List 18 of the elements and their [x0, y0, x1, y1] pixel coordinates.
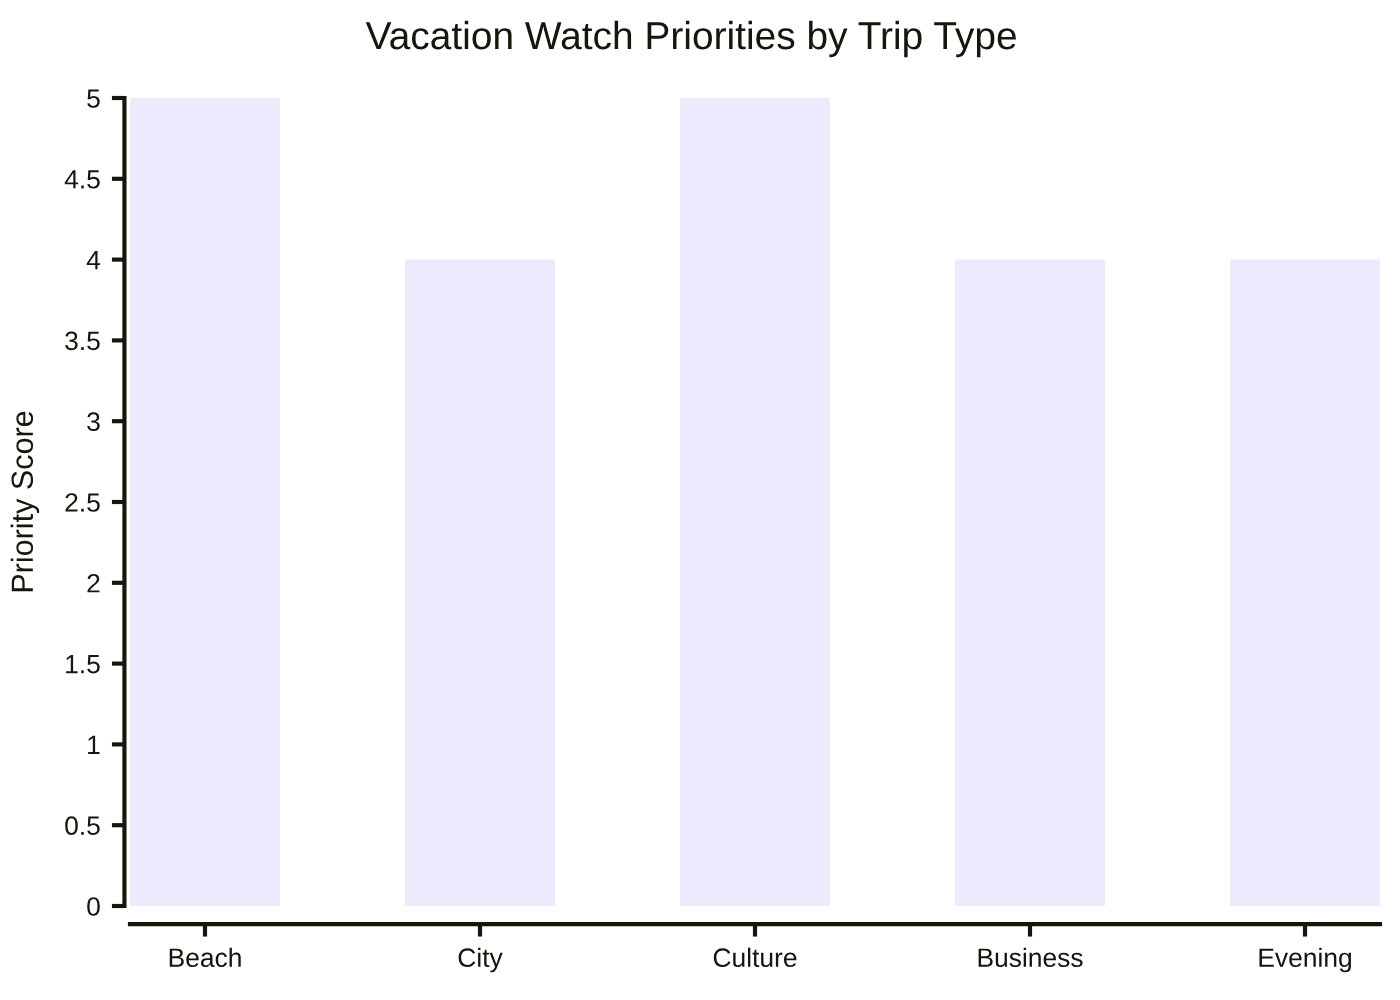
- y-tick-label: 4.5: [64, 170, 100, 189]
- y-tick-label: 4: [86, 251, 101, 270]
- chart-title: Vacation Watch Priorities by Trip Type: [365, 20, 1016, 58]
- y-tick-label: 2.5: [65, 493, 100, 512]
- y-tick-label: 5: [87, 89, 100, 108]
- y-tick-label: 0: [87, 897, 100, 916]
- x-tick-label: City: [458, 947, 503, 973]
- y-tick-label: 0.5: [65, 816, 100, 836]
- x-tick-label: Beach: [169, 947, 241, 968]
- y-tick-label: 3.5: [65, 331, 100, 351]
- y-axis-title: Priority Score: [10, 411, 40, 592]
- y-tick-label: 1.5: [66, 655, 100, 674]
- x-tick-label: Culture: [713, 947, 797, 968]
- x-tick-label: Business: [978, 947, 1083, 968]
- y-tick-label: 3: [87, 412, 100, 432]
- y-tick-label: 2: [87, 573, 100, 593]
- x-tick-label: Evening: [1259, 947, 1351, 973]
- y-tick-label: 1: [88, 735, 100, 754]
